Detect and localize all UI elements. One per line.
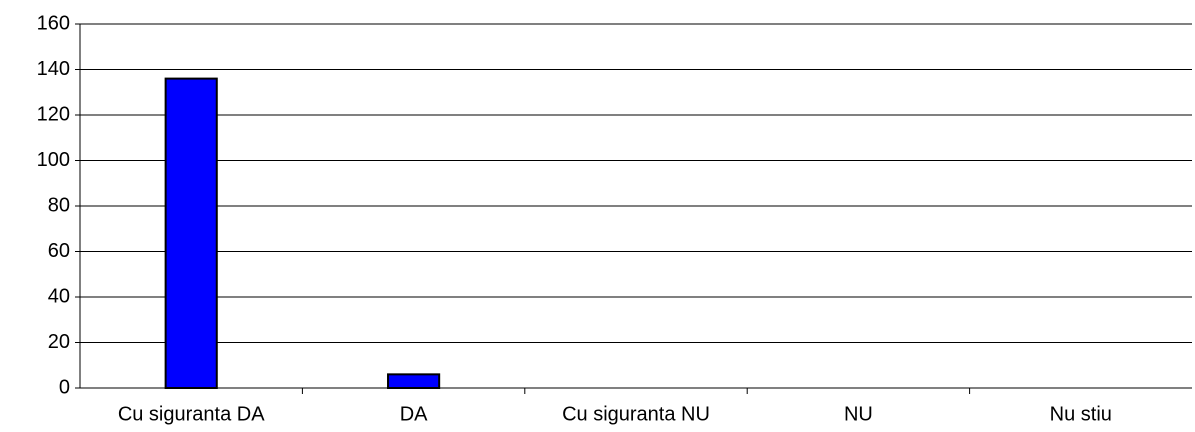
x-tick-label: Cu siguranta NU bbox=[562, 403, 710, 425]
x-tick-label: NU bbox=[844, 403, 873, 425]
y-tick-label: 40 bbox=[48, 285, 70, 307]
y-tick-label: 80 bbox=[48, 194, 70, 216]
y-tick-label: 140 bbox=[37, 58, 70, 80]
bar bbox=[164, 77, 218, 389]
x-tick-label: Cu siguranta DA bbox=[118, 403, 265, 425]
x-tick-label: Nu stiu bbox=[1050, 403, 1112, 425]
y-tick-label: 100 bbox=[37, 149, 70, 171]
bar bbox=[387, 373, 441, 390]
y-tick-label: 20 bbox=[48, 331, 70, 353]
x-tick-label: DA bbox=[400, 403, 428, 425]
y-tick-label: 60 bbox=[48, 240, 70, 262]
y-tick-label: 160 bbox=[37, 12, 70, 34]
y-tick-label: 0 bbox=[59, 376, 70, 398]
y-tick-label: 120 bbox=[37, 103, 70, 125]
